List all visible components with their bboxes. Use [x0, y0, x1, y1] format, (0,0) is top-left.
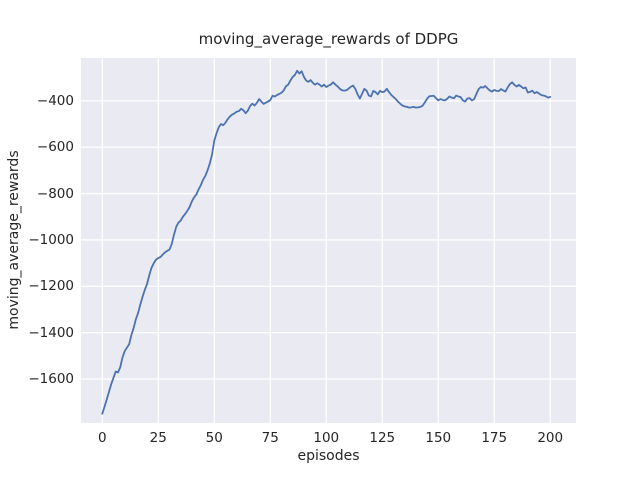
- reward-curve: [101, 69, 552, 415]
- y-tick-label: −600: [36, 139, 74, 156]
- y-axis-label: moving_average_rewards: [6, 150, 22, 330]
- y-tick-label: −1000: [28, 231, 74, 248]
- y-tick-label: −1200: [28, 278, 74, 295]
- x-tick-label: 200: [537, 430, 564, 446]
- chart-title: moving_average_rewards of DDPG: [198, 30, 459, 48]
- x-tick-label: 0: [97, 430, 107, 446]
- y-tick-label: −800: [36, 185, 74, 202]
- x-tick-label: 175: [481, 430, 508, 446]
- x-tick-label: 100: [313, 430, 340, 446]
- x-tick-label: 25: [149, 430, 167, 446]
- plot-area: [81, 58, 576, 423]
- y-tick-label: −1400: [28, 324, 74, 341]
- x-tick-label: 50: [205, 430, 223, 446]
- x-tick-label: 150: [425, 430, 452, 446]
- x-tick-label: 75: [261, 430, 279, 446]
- x-axis-label: episodes: [297, 448, 360, 464]
- y-tick-label: −1600: [28, 370, 74, 387]
- line-chart-canvas: [81, 58, 576, 423]
- x-tick-label: 125: [369, 430, 396, 446]
- y-tick-label: −400: [36, 92, 74, 109]
